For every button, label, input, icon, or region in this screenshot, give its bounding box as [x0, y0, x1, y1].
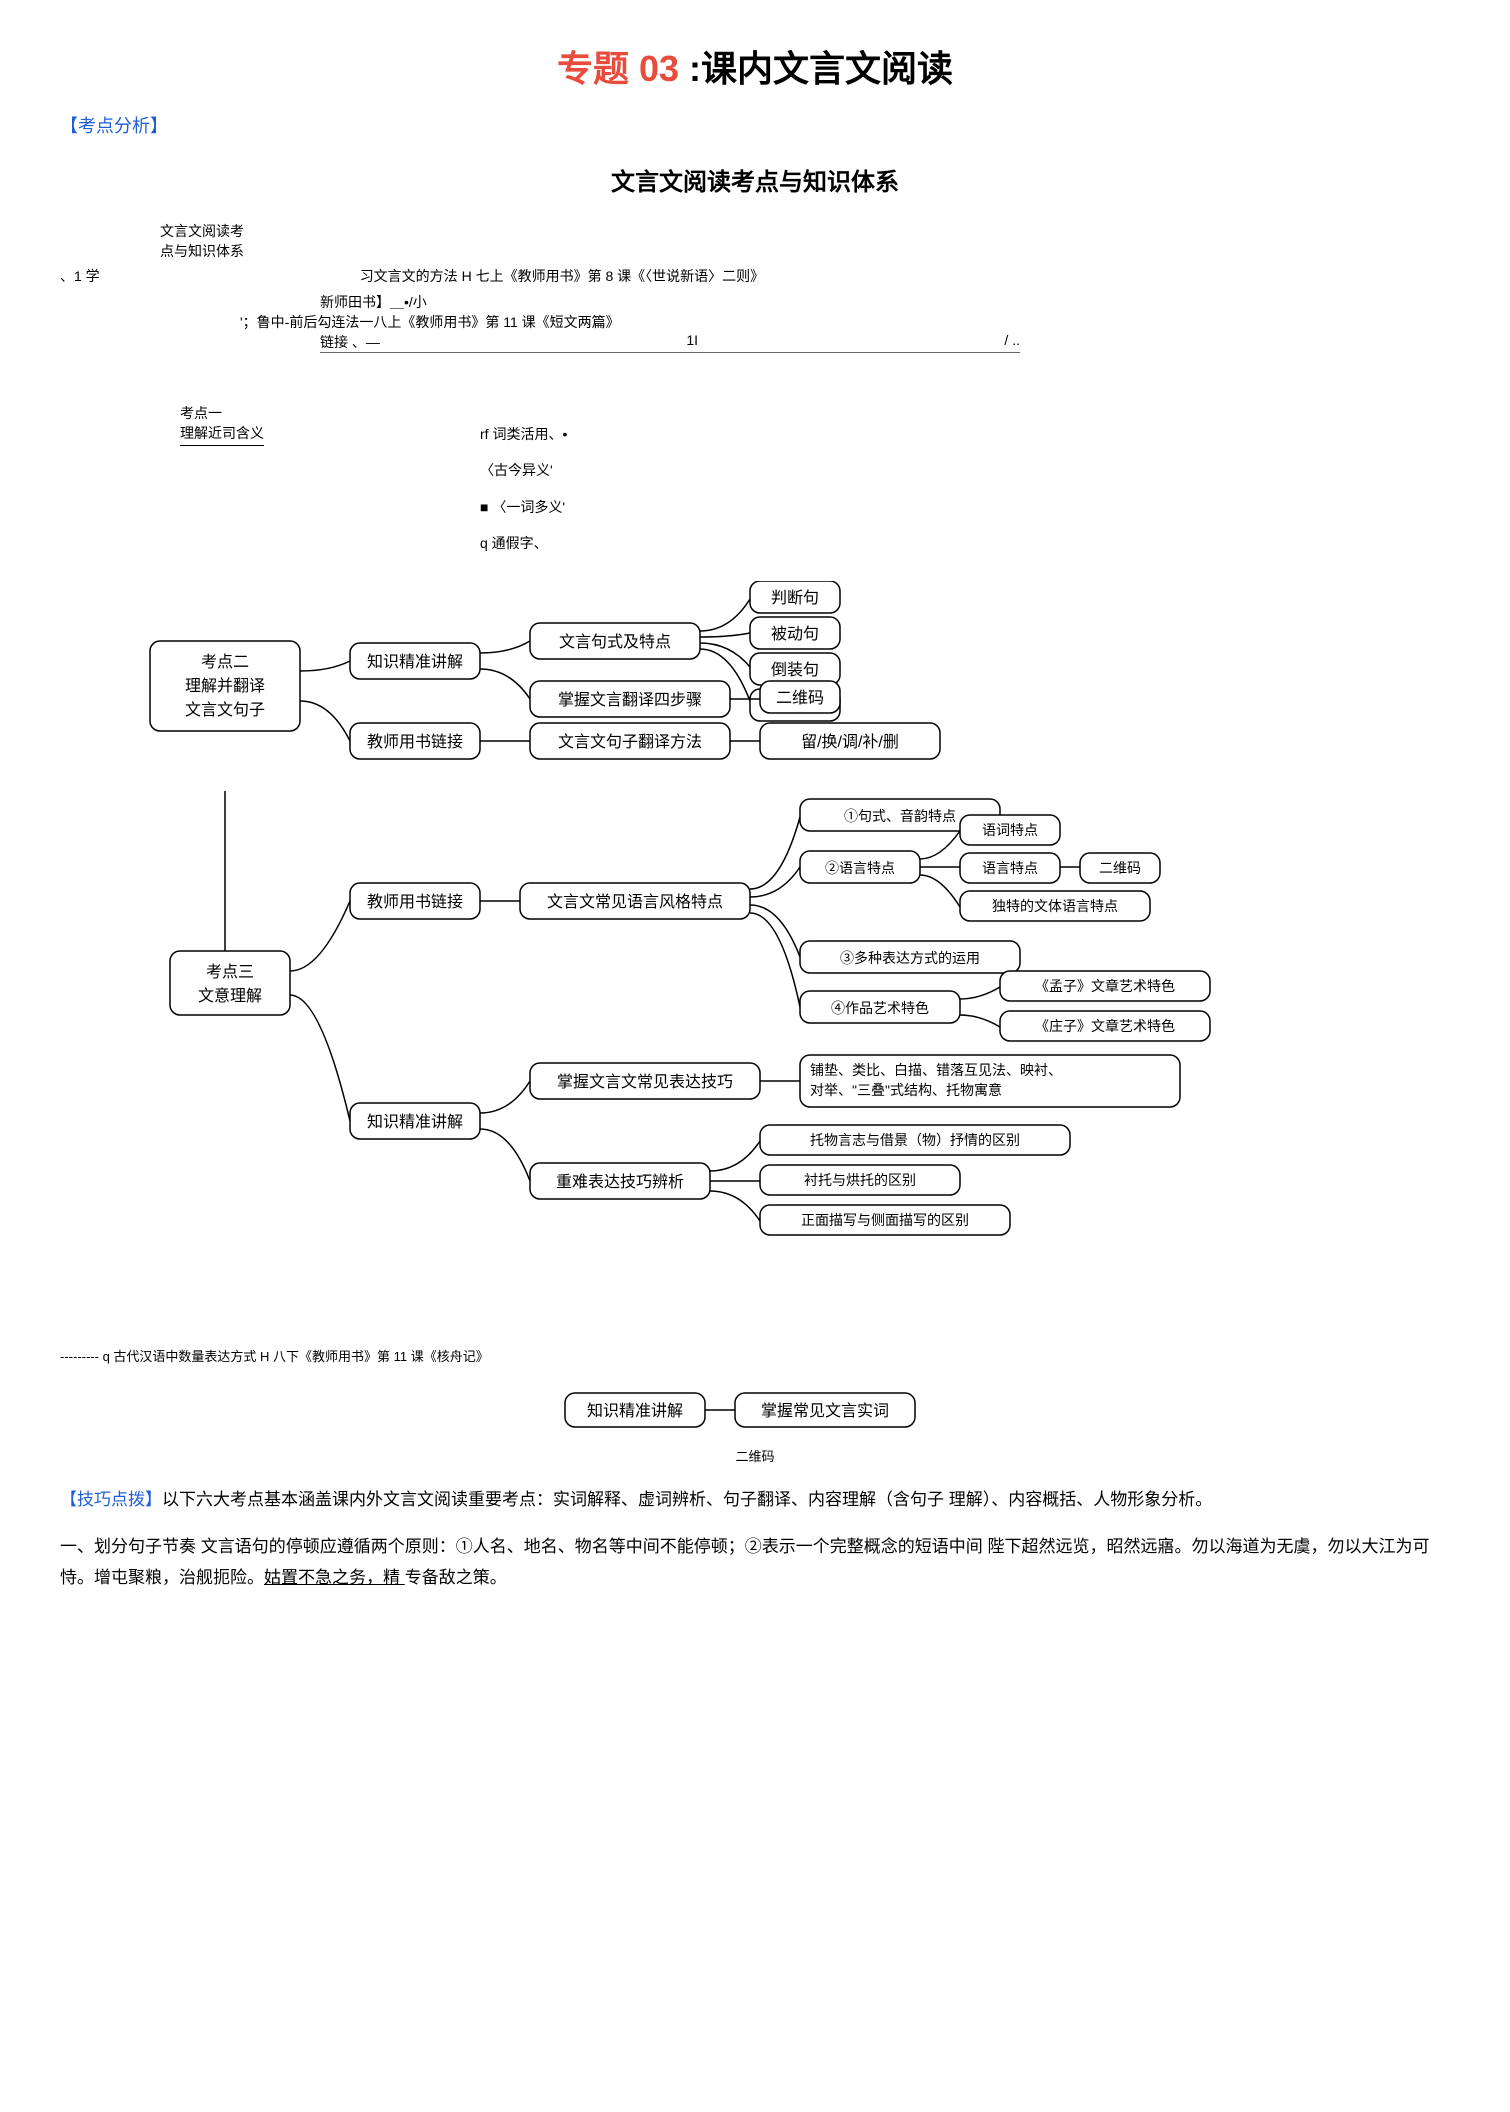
para-p2: 专备敌之策。 [405, 1568, 507, 1587]
svg-text:重难表达技巧辨析: 重难表达技巧辨析 [556, 1173, 684, 1191]
svg-text:文言文句子: 文言文句子 [185, 701, 265, 719]
kp1-i2: 〈古今异义' [480, 452, 1450, 488]
svg-text:教师用书链接: 教师用书链接 [367, 893, 463, 911]
title-prefix: 专题 [557, 48, 639, 89]
title-num: 03 [639, 48, 679, 89]
subtitle: 文言文阅读考点与知识体系 [60, 162, 1450, 197]
kp1-head: 考点一 理解近司含义 [180, 403, 264, 446]
svg-text:②语言特点: ②语言特点 [825, 860, 895, 876]
top-root: 文言文阅读考 点与知识体系 [160, 221, 1450, 261]
tip-label: 【技巧点拨】 [60, 1490, 162, 1509]
link-mid: 1I [686, 332, 698, 352]
kp1-i4: q 通假字、 [480, 525, 1450, 561]
svg-text:二维码: 二维码 [776, 689, 824, 707]
bottom-ref: --------- q 古代汉语中数量表达方式 H 八下《教师用书》第 11 课… [60, 1346, 1450, 1365]
svg-text:托物言志与借景（物）抒情的区别: 托物言志与借景（物）抒情的区别 [810, 1132, 1020, 1148]
svg-text:文言文句子翻译方法: 文言文句子翻译方法 [558, 733, 702, 751]
link-line: 链接 、— 1I / .. [320, 332, 1020, 353]
top-r1: 、1 学 [60, 261, 100, 292]
svg-text:语词特点: 语词特点 [982, 822, 1038, 838]
svg-text:被动句: 被动句 [771, 625, 819, 643]
svg-text:《孟子》文章艺术特色: 《孟子》文章艺术特色 [1035, 978, 1175, 994]
svg-text:理解并翻译: 理解并翻译 [185, 677, 265, 695]
svg-text:掌握常见文言实词: 掌握常见文言实词 [761, 1402, 889, 1420]
kp1-items: rf 词类活用、• 〈古今异义' ■ 〈一词多义' q 通假字、 [480, 416, 1450, 562]
svg-text:③多种表达方式的运用: ③多种表达方式的运用 [840, 950, 980, 966]
mini-qr: 二维码 [60, 1446, 1450, 1465]
title-suffix: :课内文言文阅读 [679, 48, 953, 89]
b2d-l2: 对举、"三叠"式结构、托物寓意 [810, 1082, 1002, 1098]
page-title: 专题 03 :课内文言文阅读 [60, 40, 1450, 92]
link-left: 链接 、— [320, 332, 380, 352]
tip-text: 以下六大考点基本涵盖课内外文言文阅读重要考点：实词解释、虚词辨析、句子翻译、内容… [162, 1490, 1212, 1509]
svg-text:文言句式及特点: 文言句式及特点 [559, 633, 671, 651]
mini-map: 知识精准讲解 掌握常见文言实词 二维码 [60, 1385, 1450, 1465]
kp1-i3: ■ 〈一词多义' [480, 489, 1450, 525]
mindmap-kp2-kp3: 考点二 理解并翻译 文言文句子 知识精准讲解 教师用书链接 文言句式及特点 掌握… [60, 581, 1450, 1326]
svg-text:知识精准讲解: 知识精准讲解 [367, 1113, 463, 1131]
kp1-sub: 理解近司含义 [180, 423, 264, 443]
link-right: / .. [1004, 332, 1020, 352]
svg-text:教师用书链接: 教师用书链接 [367, 733, 463, 751]
svg-text:文言文常见语言风格特点: 文言文常见语言风格特点 [547, 893, 723, 911]
svg-text:衬托与烘托的区别: 衬托与烘托的区别 [804, 1172, 916, 1188]
svg-text:文意理解: 文意理解 [198, 986, 262, 1005]
svg-text:独特的文体语言特点: 独特的文体语言特点 [992, 898, 1118, 914]
svg-text:二维码: 二维码 [1099, 860, 1141, 876]
b2d-l1: 铺垫、类比、白描、错落互见法、映衬、 [810, 1062, 1062, 1078]
svg-text:考点二: 考点二 [201, 653, 249, 671]
svg-text:①句式、音韵特点: ①句式、音韵特点 [844, 808, 956, 824]
tip-block: 【技巧点拨】以下六大考点基本涵盖课内外文言文阅读重要考点：实词解释、虚词辨析、句… [60, 1485, 1450, 1516]
svg-text:知识精准讲解: 知识精准讲解 [367, 653, 463, 671]
svg-text:考点三: 考点三 [206, 963, 254, 981]
top-r2: 新师田书】＿•/小 [320, 292, 1450, 312]
paragraph: 一、划分句子节奏 文言语句的停顿应遵循两个原则：①人名、地名、物名等中间不能停顿… [60, 1532, 1450, 1593]
svg-text:④作品艺术特色: ④作品艺术特色 [831, 1000, 929, 1016]
top-r2b: 习文言文的方法 H 七上《教师用书》第 8 课《〈世说新语〉二则》 [360, 261, 764, 292]
mindmap-svg: 考点二 理解并翻译 文言文句子 知识精准讲解 教师用书链接 文言句式及特点 掌握… [60, 581, 1420, 1321]
svg-text:判断句: 判断句 [771, 589, 819, 607]
svg-text:《庄子》文章艺术特色: 《庄子》文章艺术特色 [1035, 1018, 1175, 1034]
analysis-label: 【考点分析】 [60, 112, 1450, 138]
para-u1: 姑置不急之务，精 [264, 1568, 405, 1587]
svg-text:语言特点: 语言特点 [982, 860, 1038, 876]
svg-text:知识精准讲解: 知识精准讲解 [587, 1402, 683, 1420]
svg-text:正面描写与侧面描写的区别: 正面描写与侧面描写的区别 [801, 1212, 969, 1228]
top-r3: '；鲁中-前后勾连法一八上《教师用书》第 11 课《短文两篇》 [240, 312, 1450, 332]
kp1-i1: rf 词类活用、• [480, 416, 1450, 452]
kp1-title: 考点一 [180, 403, 264, 423]
svg-text:掌握文言翻译四步骤: 掌握文言翻译四步骤 [558, 691, 702, 709]
svg-text:掌握文言文常见表达技巧: 掌握文言文常见表达技巧 [557, 1073, 733, 1091]
svg-text:留/换/调/补/删: 留/换/调/补/删 [801, 733, 899, 751]
svg-text:倒装句: 倒装句 [771, 661, 819, 679]
